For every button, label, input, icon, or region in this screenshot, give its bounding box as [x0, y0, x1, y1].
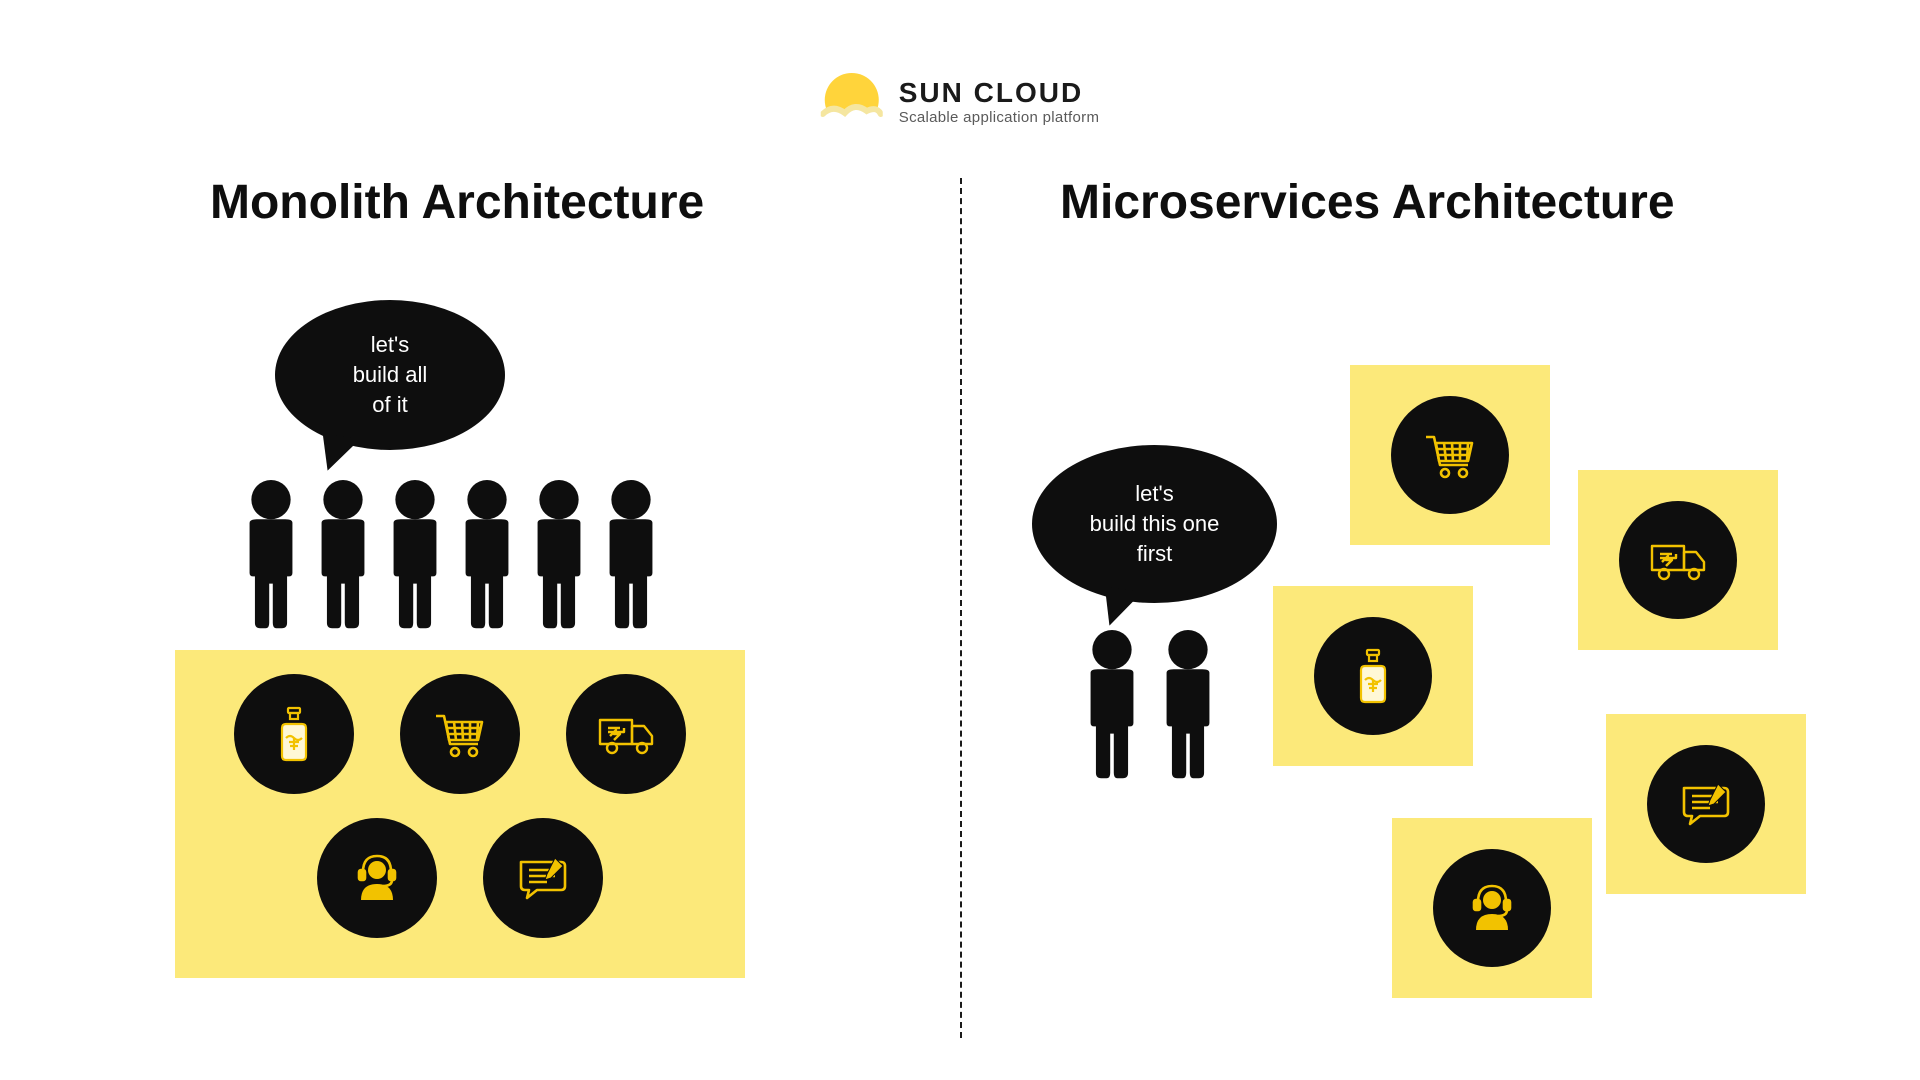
delivery-truck-icon: [1619, 501, 1737, 619]
brand-logo: SUN CLOUD Scalable application platform: [821, 70, 1099, 132]
person-icon: [451, 480, 523, 630]
service-card-review: [1606, 714, 1806, 894]
team-monolith: [235, 480, 667, 630]
support-headset-icon: [1433, 849, 1551, 967]
brand-tagline: Scalable application platform: [899, 109, 1099, 126]
cart-icon: [400, 674, 520, 794]
monolith-box: [175, 650, 745, 978]
review-chat-icon: [1647, 745, 1765, 863]
support-icon: [317, 818, 437, 938]
service-card-product: [1273, 586, 1473, 766]
service-card-cart: [1350, 365, 1550, 545]
person-icon: [1152, 630, 1224, 780]
team-microservices: [1076, 630, 1224, 780]
sun-cloud-svg: [821, 70, 883, 132]
person-icon: [235, 480, 307, 630]
speech-bubble-microservices: let's build this one first: [1032, 445, 1277, 603]
service-card-support: [1392, 818, 1592, 998]
bubble-text-left: let's build all of it: [353, 330, 428, 419]
center-divider: [960, 178, 962, 1038]
service-card-delivery: [1578, 470, 1778, 650]
brand-text: SUN CLOUD Scalable application platform: [899, 77, 1099, 126]
person-icon: [1076, 630, 1148, 780]
product-bottle-icon: [1314, 617, 1432, 735]
heading-microservices: Microservices Architecture: [1060, 175, 1675, 230]
person-icon: [595, 480, 667, 630]
delivery-icon: [566, 674, 686, 794]
product-icon: [234, 674, 354, 794]
bubble-text-right: let's build this one first: [1090, 479, 1220, 568]
review-icon: [483, 818, 603, 938]
person-icon: [523, 480, 595, 630]
person-icon: [379, 480, 451, 630]
speech-bubble-monolith: let's build all of it: [275, 300, 505, 450]
brand-title: SUN CLOUD: [899, 77, 1099, 109]
cart-icon: [1391, 396, 1509, 514]
person-icon: [307, 480, 379, 630]
sun-cloud-icon: [821, 70, 883, 132]
heading-monolith: Monolith Architecture: [210, 175, 704, 230]
